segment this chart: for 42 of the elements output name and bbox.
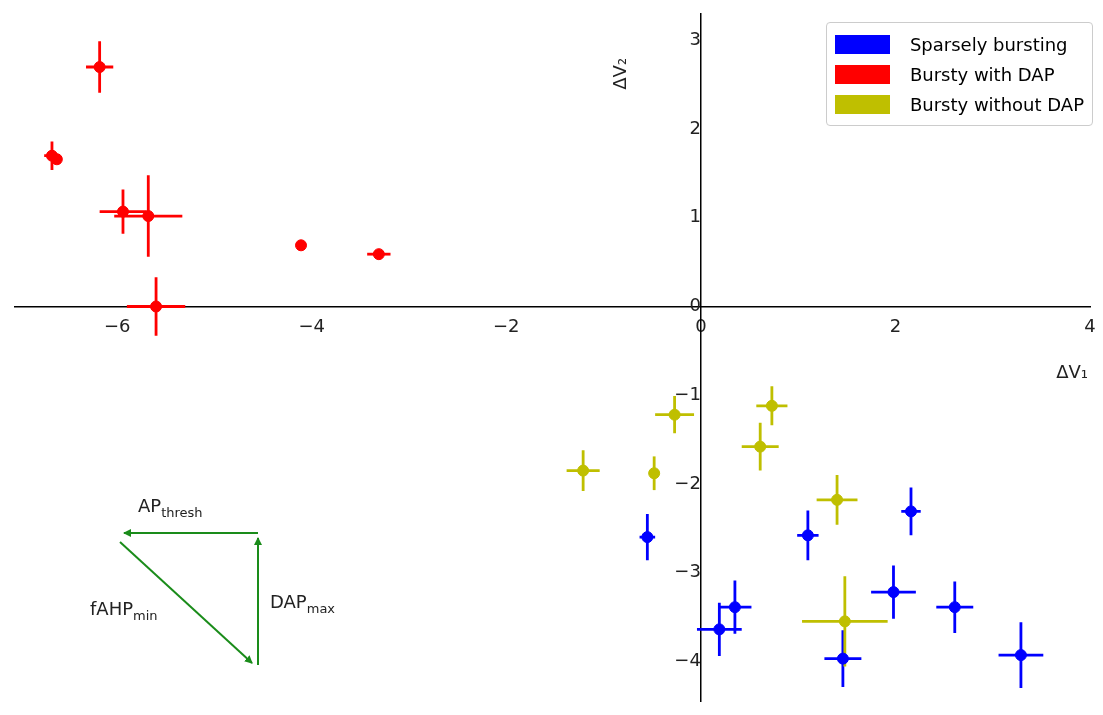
point xyxy=(728,601,741,614)
point xyxy=(801,529,814,542)
y-tick-label: −3 xyxy=(674,560,701,582)
annotation: DAP$_{max}$ xyxy=(270,591,336,616)
x-tick-label: 4 xyxy=(1084,314,1096,336)
point xyxy=(838,615,851,628)
y-tick-label: 3 xyxy=(689,28,701,50)
y-tick-label: −1 xyxy=(674,382,701,404)
legend-label: Sparsely bursting xyxy=(909,33,1068,55)
y-tick-label: 1 xyxy=(689,205,701,227)
point xyxy=(887,586,900,599)
x-tick-label: −4 xyxy=(298,314,325,336)
annotation: fAHP$_{min}$ xyxy=(90,598,158,623)
point xyxy=(905,505,917,518)
point xyxy=(754,440,767,453)
point xyxy=(1014,649,1027,662)
legend-label: Bursty with DAP xyxy=(909,63,1055,85)
point xyxy=(765,399,778,412)
x-axis-title: ΔV₁ xyxy=(1056,361,1088,383)
point xyxy=(93,61,106,74)
x-tick-label: 2 xyxy=(889,314,902,336)
point xyxy=(295,239,308,252)
point xyxy=(577,464,590,477)
point xyxy=(668,408,681,421)
point xyxy=(948,601,961,614)
annotation: AP$_{thresh}$ xyxy=(138,495,203,520)
legend-label: Bursty without DAP xyxy=(909,93,1084,115)
point xyxy=(648,467,661,480)
point xyxy=(831,493,844,506)
y-tick-label: −2 xyxy=(674,471,701,493)
y-tick-label: 2 xyxy=(689,116,701,138)
point xyxy=(641,531,654,544)
point xyxy=(150,300,163,313)
point xyxy=(372,248,385,261)
point xyxy=(836,652,849,665)
y-tick-label: −4 xyxy=(674,648,701,670)
point xyxy=(713,623,726,636)
x-tick-label: −2 xyxy=(493,314,520,336)
point xyxy=(116,205,129,218)
y-axis-title: ΔV₂ xyxy=(608,57,630,90)
point xyxy=(142,210,155,223)
x-tick-label: −6 xyxy=(103,314,131,336)
